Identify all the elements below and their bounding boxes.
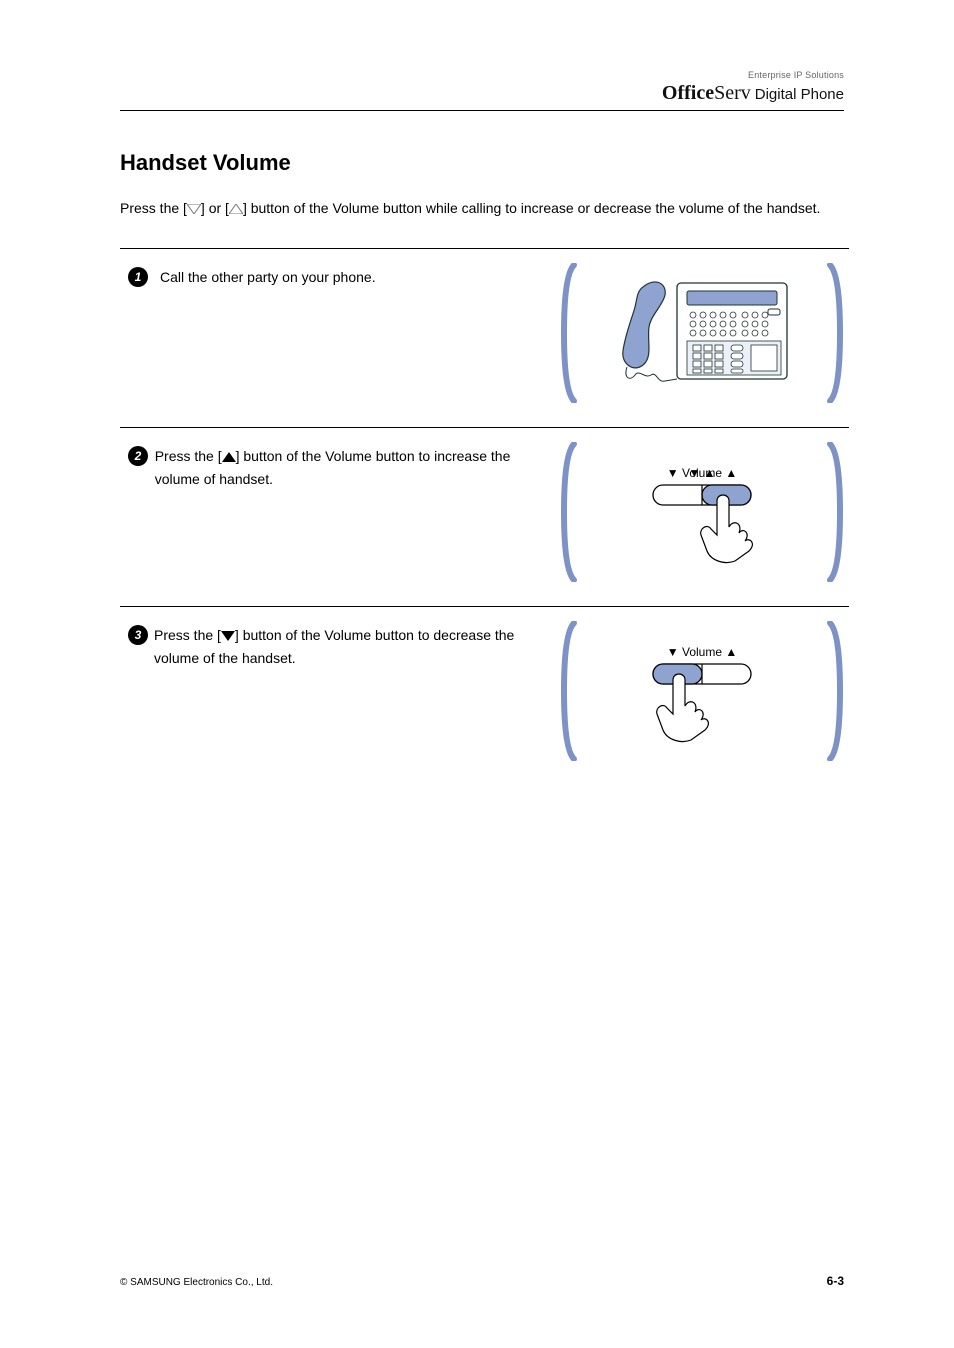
- step-num-badge: 3: [128, 625, 148, 645]
- illustration-panel: ▼ ▲ ▼ Volume ▲: [560, 442, 844, 582]
- triangle-up-icon: [229, 199, 243, 220]
- step-num-cell: 3: [120, 607, 148, 645]
- bracket-left-icon: [560, 621, 580, 761]
- brand-line: OfficeServDigital Phone: [624, 82, 844, 105]
- brand-bold: Office: [662, 82, 714, 104]
- triangle-down-icon: [221, 626, 235, 648]
- step-num-badge: 1: [128, 267, 148, 287]
- bracket-left-icon: [560, 263, 580, 403]
- volume-up-icon: ▼ ▲ ▼ Volume ▲: [582, 448, 822, 576]
- phone-icon: [582, 269, 822, 397]
- step-row: 1 Call the other party on your phone.: [120, 248, 849, 427]
- illustration-panel: [560, 263, 844, 403]
- steps-table: 1 Call the other party on your phone.: [120, 248, 849, 785]
- svg-text:▼ Volume ▲: ▼ Volume ▲: [667, 466, 737, 480]
- page: Enterprise IP Solutions OfficeServDigita…: [0, 0, 954, 1348]
- page-footer: © SAMSUNG Electronics Co., Ltd. 6-3: [120, 1274, 844, 1288]
- step-row: 2 Press the [] button of the Volume butt…: [120, 427, 849, 606]
- step-text: Press the [] button of the Volume button…: [149, 428, 549, 508]
- step-text: Press the [] button of the Volume button…: [148, 607, 549, 687]
- step-image-cell: ▼ ▲ ▼ Volume ▲: [549, 428, 849, 606]
- step-text: Call the other party on your phone.: [154, 249, 549, 307]
- brand-header: Enterprise IP Solutions OfficeServDigita…: [624, 70, 844, 105]
- illustration-panel: ▼ Volume ▲: [560, 621, 844, 761]
- brand-tail: Digital Phone: [755, 86, 844, 103]
- step-num-cell: 2: [120, 428, 149, 466]
- intro-pre: Press the [: [120, 200, 187, 216]
- bracket-right-icon: [824, 621, 844, 761]
- brand-serv: Serv: [714, 82, 751, 104]
- step-image-cell: [549, 249, 849, 427]
- volume-down-icon: ▼ Volume ▲: [582, 627, 822, 755]
- step-num-cell: 1: [120, 249, 154, 287]
- step-pre: Press the [: [154, 627, 221, 643]
- step-row: 3 Press the [] button of the Volume butt…: [120, 606, 849, 785]
- header-rule: [120, 110, 844, 111]
- step-num-badge: 2: [128, 446, 148, 466]
- intro-post: ] button of the Volume button while call…: [243, 200, 820, 216]
- triangle-down-icon: [187, 199, 201, 220]
- intro-mid: ] or [: [201, 200, 229, 216]
- step-image-cell: ▼ Volume ▲: [549, 607, 849, 785]
- section-title: Handset Volume: [120, 150, 849, 176]
- svg-text:▼ Volume ▲: ▼ Volume ▲: [667, 645, 737, 659]
- triangle-up-icon: [222, 447, 236, 469]
- bracket-right-icon: [824, 442, 844, 582]
- bracket-right-icon: [824, 263, 844, 403]
- copyright-text: © SAMSUNG Electronics Co., Ltd.: [120, 1277, 273, 1288]
- intro-text: Press the [ ] or [ ] button of the Volume …: [120, 198, 849, 220]
- step-pre: Press the [: [155, 448, 222, 464]
- brand-subtitle: Enterprise IP Solutions: [624, 70, 844, 80]
- page-number: 6-3: [827, 1274, 844, 1288]
- bracket-left-icon: [560, 442, 580, 582]
